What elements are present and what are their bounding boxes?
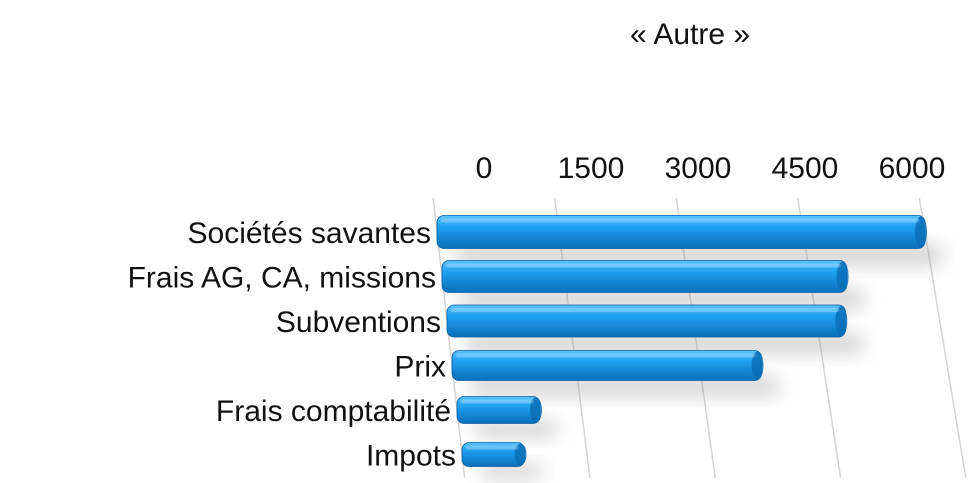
- bar-shadow: [465, 332, 864, 355]
- category-labels: Sociétés savantes Frais AG, CA, missions S…: [128, 217, 456, 473]
- bar-end-cap: [514, 443, 527, 466]
- chart-title: « Autre »: [630, 18, 750, 51]
- category-label: Frais AG, CA, missions: [128, 262, 436, 295]
- bar-highlight: [461, 399, 534, 404]
- bar-highlight: [451, 308, 840, 312]
- bar-end-cap: [835, 306, 848, 336]
- bar-shadow: [460, 287, 865, 311]
- category-label: Impots: [366, 440, 456, 473]
- x-tick-label: 0: [476, 152, 493, 185]
- bar-end-cap: [836, 261, 849, 292]
- category-label: Prix: [394, 351, 446, 384]
- bar-shadow: [475, 419, 558, 439]
- bar-end-cap: [915, 216, 927, 248]
- bar-end-cap: [529, 397, 542, 423]
- gridline: [918, 197, 967, 479]
- bars: [436, 215, 927, 467]
- bar-highlight: [441, 218, 919, 223]
- bar-highlight: [466, 445, 519, 450]
- bar-shadow: [480, 462, 543, 480]
- category-label: Sociétés savantes: [188, 217, 431, 250]
- bar-shadow: [470, 376, 780, 397]
- bar-highlight: [456, 353, 756, 358]
- category-label: Frais comptabilité: [216, 395, 451, 428]
- bar-highlight: [446, 263, 841, 268]
- category-label: Subventions: [276, 306, 441, 339]
- x-tick-label: 3000: [665, 152, 732, 185]
- x-tick-label: 4500: [772, 152, 839, 185]
- x-tick-label: 6000: [879, 152, 946, 185]
- x-tick-label: 1500: [558, 152, 625, 185]
- x-axis-ticks: 0 1500 3000 4500 6000: [476, 152, 946, 185]
- bar-end-cap: [751, 351, 764, 380]
